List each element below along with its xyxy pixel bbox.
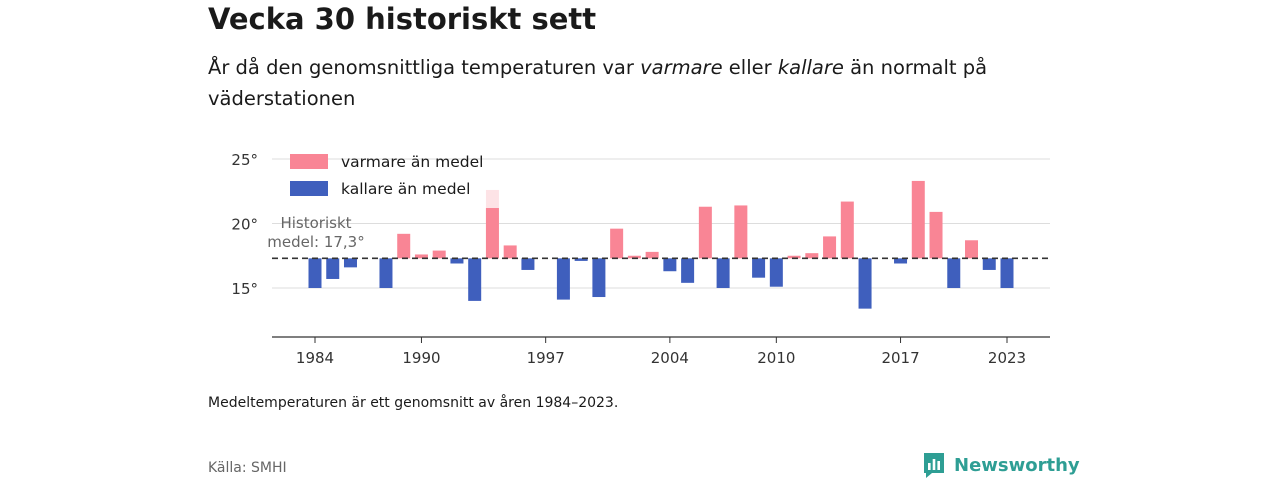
bar-1986 [343,258,357,268]
bar-2007 [716,258,730,288]
subtitle-emphasis-cold: kallare [777,56,844,79]
legend-label-cold: kallare än medel [341,180,470,198]
baseline-label-line-1: Historiskt [280,214,351,232]
bar-2001 [610,228,624,259]
bar-2015 [858,258,872,309]
bar-2019 [929,211,943,259]
bar-1992 [450,258,464,264]
bar-2013 [823,236,837,259]
bar-1989 [397,233,411,259]
bar-2010 [769,258,783,287]
x-tick-label: 2023 [988,349,1026,367]
bar-1984 [308,258,322,288]
bar-1998 [556,258,570,300]
subtitle-emphasis-warm: varmare [640,56,723,79]
subtitle-text-3: än normalt på väderstationen [208,56,988,110]
chart-subtitle: År då den genomsnittliga temperaturen va… [208,52,1048,114]
legend-swatch-warm [290,154,328,169]
bar-2004 [663,258,677,272]
bar-2021 [965,240,979,259]
newsworthy-chart-icon [924,453,944,478]
subtitle-text-2: eller [722,56,778,79]
y-tick-label: 15° [231,280,258,298]
bar-1999 [574,258,588,261]
bar-2022 [982,258,996,270]
x-tick-label: 1984 [296,349,334,367]
subtitle-text-1: År då den genomsnittliga temperaturen va… [208,56,641,79]
bar-2012 [805,253,819,259]
legend-swatch-cold [290,181,328,196]
brand-logo: Newsworthy [922,450,1080,480]
chart-title: Vecka 30 historiskt sett [208,2,597,36]
y-tick-label: 20° [231,216,258,234]
x-tick-label: 2010 [757,349,795,367]
source-label: Källa: SMHI [208,460,287,476]
x-tick-label: 1990 [402,349,440,367]
bar-1988 [379,258,393,288]
legend-label-warm: varmare än medel [341,153,483,171]
baseline-label-line-2: medel: 17,3° [267,233,364,251]
bar-2009 [752,258,766,278]
bar-2011 [787,255,801,259]
bar-2008 [734,205,748,259]
bar-1990 [414,254,428,259]
bar-2005 [681,258,695,283]
bar-2018 [911,180,925,259]
bar-1991 [432,250,446,259]
x-tick-label: 1997 [527,349,565,367]
y-tick-label: 25° [231,151,258,169]
bar-2023 [1000,258,1014,288]
x-tick-label: 2017 [881,349,919,367]
bar-1995 [503,245,517,259]
bar-1993 [468,258,482,301]
bar-2020 [947,258,961,288]
bar-1996 [521,258,535,270]
footnote: Medeltemperaturen är ett genomsnitt av å… [208,395,619,411]
brand-name: Newsworthy [954,454,1080,476]
bar-1985 [326,258,340,279]
bar-2014 [840,201,854,259]
bar-2002 [627,255,641,259]
bar-1994 [485,208,499,259]
bar-2006 [698,206,712,259]
x-tick-label: 2004 [651,349,689,367]
bar-2003 [645,251,659,259]
bar-2017 [894,258,908,264]
bar-2000 [592,258,606,298]
